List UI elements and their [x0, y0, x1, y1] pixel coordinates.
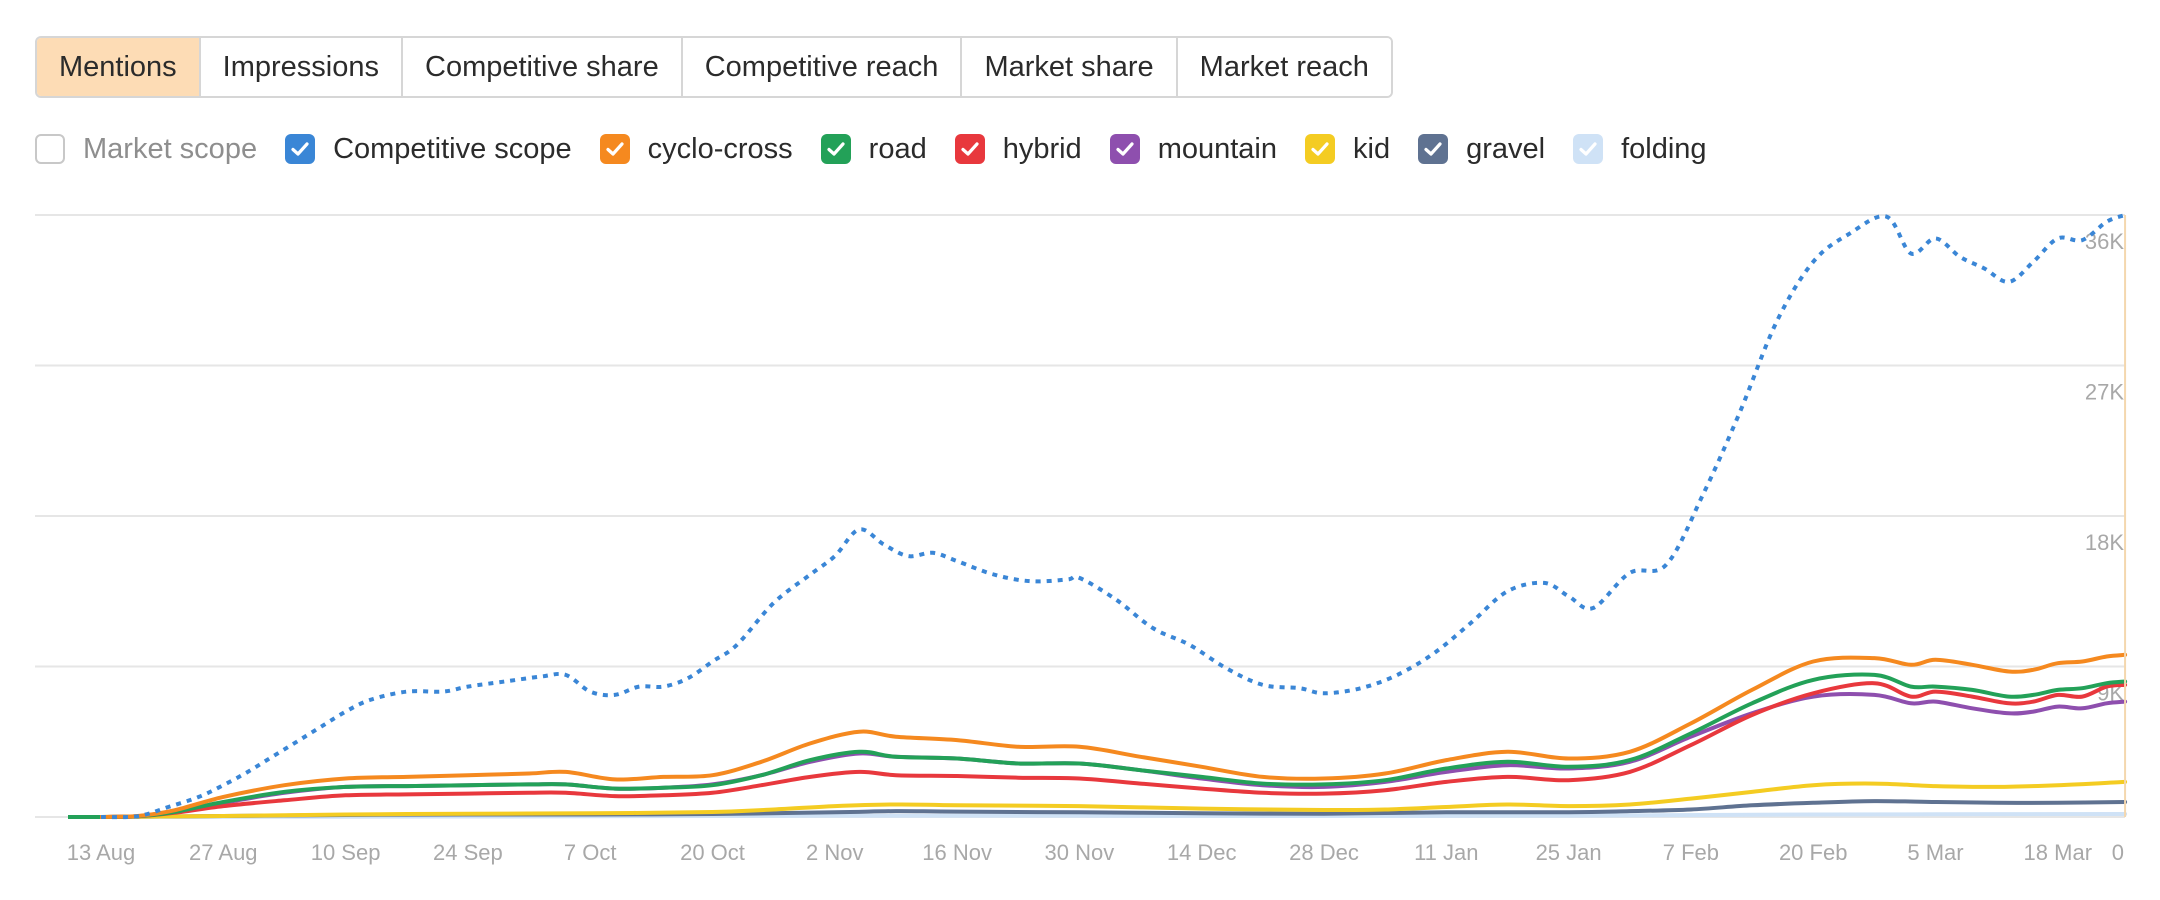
y-tick-label: 18K: [2085, 530, 2124, 555]
checkbox-folding[interactable]: [1573, 134, 1604, 164]
y-tick-label: 0: [2112, 840, 2124, 865]
series-line-mountain: [99, 692, 2128, 819]
series-line-road: [99, 672, 2128, 819]
x-tick-label: 27 Aug: [189, 840, 258, 865]
x-tick-label: 20 Feb: [1779, 840, 1848, 865]
legend-item-road[interactable]: road: [820, 132, 927, 166]
x-tick-label: 20 Oct: [680, 840, 745, 865]
tab-mentions[interactable]: Mentions: [37, 38, 201, 96]
checkbox-market-scope[interactable]: [35, 134, 65, 164]
series-legend: Market scope Competitive scope cyclo-cross…: [35, 128, 1735, 170]
legend-item-folding[interactable]: folding: [1573, 132, 1707, 166]
legend-label: mountain: [1157, 132, 1278, 165]
checkbox-cyclo-cross[interactable]: [599, 134, 630, 164]
series-line-hybrid: [99, 681, 2128, 819]
x-tick-label: 14 Dec: [1167, 840, 1237, 865]
checkbox-mountain[interactable]: [1109, 134, 1140, 164]
tab-market-reach[interactable]: Market reach: [1177, 38, 1391, 96]
legend-label: road: [868, 132, 927, 165]
legend-item-mountain[interactable]: mountain: [1109, 132, 1278, 166]
checkbox-hybrid[interactable]: [954, 134, 985, 164]
series-line-kid: [99, 779, 2128, 819]
x-tick-label: 16 Nov: [922, 840, 992, 865]
checkbox-road[interactable]: [820, 134, 851, 164]
series-lines: [68, 213, 2128, 820]
metric-tabs: Mentions Impressions Competitive share Comp…: [35, 36, 1393, 98]
series-line-folding: [99, 812, 2128, 819]
legend-item-gravel[interactable]: gravel: [1418, 133, 1545, 166]
legend-item-cyclo-cross[interactable]: cyclo-cross: [599, 132, 793, 166]
x-tick-label: 18 Mar: [2024, 840, 2092, 865]
x-tick-label: 5 Mar: [1907, 840, 1963, 865]
x-tick-label: 11 Jan: [1414, 840, 1478, 865]
legend-label: gravel: [1466, 132, 1546, 165]
legend-label: kid: [1353, 132, 1391, 165]
legend-item-market-scope[interactable]: Market scope: [35, 133, 257, 166]
tab-impressions[interactable]: Impressions: [200, 38, 403, 96]
x-tick-label: 25 Jan: [1536, 840, 1602, 865]
y-tick-label: 27K: [2085, 380, 2124, 405]
x-tick-label: 28 Dec: [1289, 840, 1359, 865]
legend-label: Market scope: [83, 132, 258, 165]
tab-market-share[interactable]: Market share: [962, 38, 1178, 96]
checkbox-gravel[interactable]: [1418, 134, 1449, 164]
x-tick-label: 10 Sep: [311, 840, 381, 865]
tab-competitive-share[interactable]: Competitive share: [403, 38, 683, 96]
legend-label: cyclo-cross: [647, 132, 793, 165]
x-tick-label: 7 Feb: [1663, 840, 1719, 865]
x-axis-ticks: 13 Aug 27 Aug 10 Sep 24 Sep 7 Oct 20 Oct 2 Nov…: [67, 840, 2092, 865]
legend-label: Competitive scope: [333, 132, 572, 165]
checkbox-kid[interactable]: [1305, 134, 1336, 164]
legend-item-competitive-scope[interactable]: Competitive scope: [285, 133, 572, 166]
legend-item-kid[interactable]: kid: [1305, 133, 1390, 166]
x-tick-label: 13 Aug: [67, 840, 136, 865]
x-tick-label: 2 Nov: [806, 840, 863, 865]
x-tick-label: 24 Sep: [433, 840, 503, 865]
series-line-competitive-scope: [100, 213, 2126, 820]
checkbox-competitive-scope[interactable]: [285, 134, 316, 164]
legend-label: hybrid: [1002, 132, 1082, 165]
grid-lines: [35, 214, 2125, 818]
legend-label: folding: [1621, 132, 1707, 165]
series-line-cyclo-cross: [99, 652, 2128, 819]
x-tick-label: 7 Oct: [564, 840, 617, 865]
x-tick-label: 30 Nov: [1045, 840, 1115, 865]
legend-item-hybrid[interactable]: hybrid: [954, 132, 1082, 166]
tab-competitive-reach[interactable]: Competitive reach: [682, 38, 963, 96]
